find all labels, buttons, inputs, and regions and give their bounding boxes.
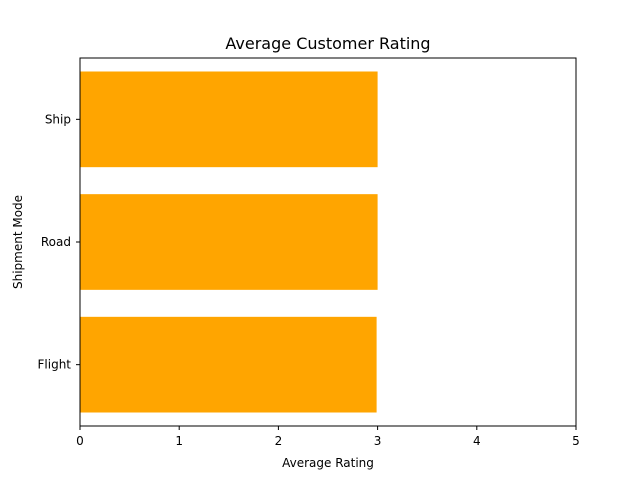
bar-flight	[80, 316, 377, 413]
x-tick-label: 5	[572, 434, 580, 448]
y-tick-label: Flight	[38, 358, 72, 372]
y-tick-label: Ship	[45, 112, 71, 126]
chart-title: Average Customer Rating	[225, 34, 430, 53]
x-tick-label: 1	[175, 434, 183, 448]
bar-ship	[80, 71, 378, 168]
x-tick-label: 3	[374, 434, 382, 448]
bars-group	[80, 71, 378, 413]
y-tick-label: Road	[41, 235, 71, 249]
x-axis-ticks: 0 1 2 3 4 5	[76, 426, 580, 448]
y-axis-ticks: Flight Road Ship	[38, 112, 80, 372]
plot-frame	[79, 57, 577, 427]
x-tick-label: 2	[275, 434, 283, 448]
bar-road	[80, 194, 378, 290]
x-tick-label: 4	[473, 434, 481, 448]
x-axis-label: Average Rating	[282, 456, 374, 470]
y-axis-label: Shipment Mode	[11, 195, 25, 289]
x-tick-label: 0	[76, 434, 84, 448]
